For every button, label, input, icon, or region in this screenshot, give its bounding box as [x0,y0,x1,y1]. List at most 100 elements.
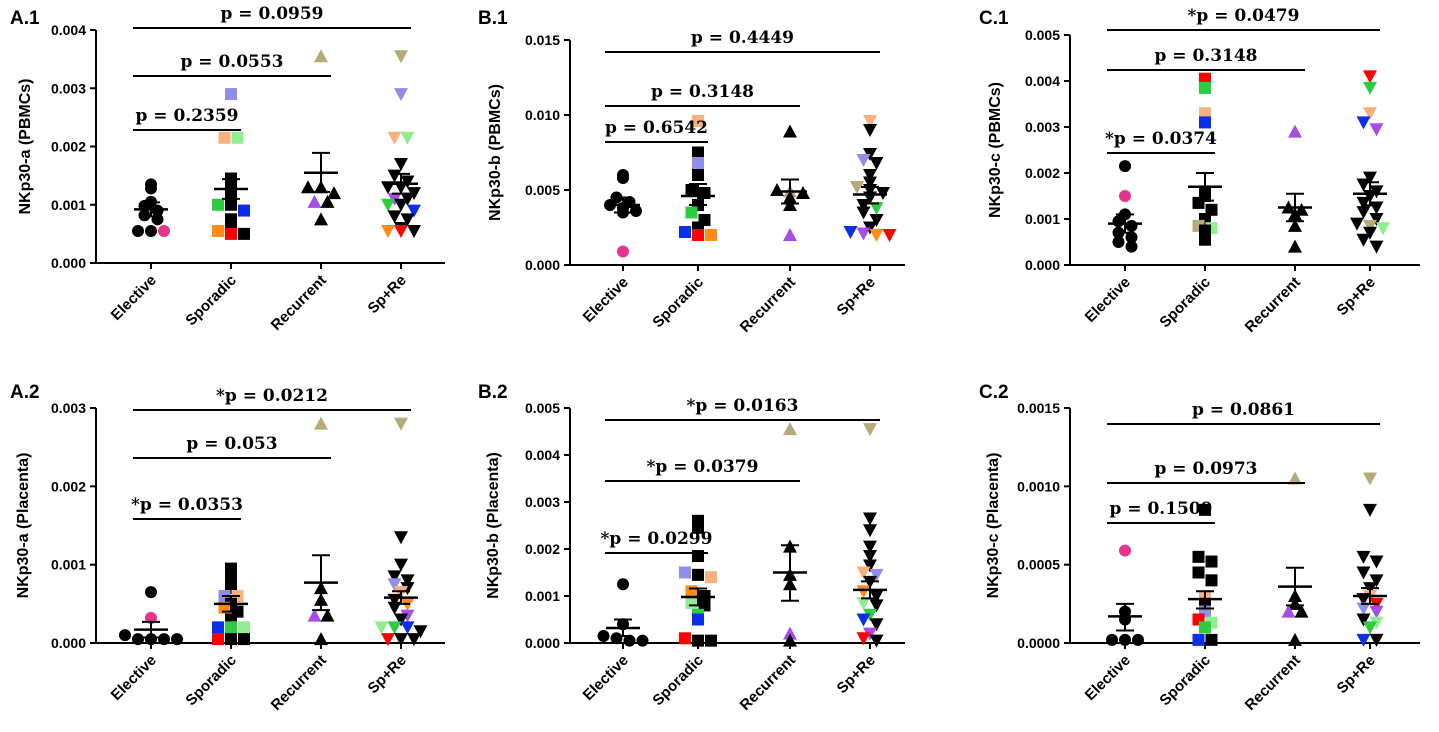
data-point [132,633,144,646]
y-tick-label: 0.002 [525,541,560,557]
data-point [394,224,408,238]
data-point [400,131,415,145]
y-tick-label: 0.001 [525,588,560,604]
data-point [679,566,691,579]
data-point [1356,550,1371,564]
data-point [225,633,237,646]
panel-title: B.2 [478,382,508,403]
data-point [1199,72,1211,85]
data-point [394,417,408,431]
x-category-label: Elective [580,274,632,326]
data-point [597,629,610,642]
data-point [617,578,629,591]
x-category-label: Elective [1082,274,1134,326]
data-point [869,618,884,632]
p-value-label: *p = 0.0163 [687,396,799,416]
y-tick-label: 0.003 [51,80,86,96]
data-point [1356,613,1371,627]
data-point [617,172,629,184]
x-category-label: Recurrent [1242,274,1304,336]
data-point [145,633,157,646]
data-point [1369,605,1384,619]
data-point [1288,632,1302,646]
y-axis-label: NKp30-b (Placenta) [485,452,502,599]
data-point [301,180,315,194]
x-category-label: Recurrent [1242,652,1304,714]
y-axis-label: NKp30-b (PBMCs) [487,84,504,221]
data-point [1199,233,1211,246]
panel-title: A.1 [10,8,40,29]
data-point [1369,185,1384,199]
y-tick-label: 0.005 [1025,27,1060,43]
data-point [636,634,649,647]
data-point [863,423,877,437]
data-point [863,524,877,538]
p-value-label: p = 0.6542 [605,118,708,138]
data-point [225,198,237,211]
x-category-label: Recurrent [268,652,330,714]
data-point [1119,544,1131,557]
data-point [1369,633,1384,647]
x-category-label: Elective [108,652,160,704]
data-point [1192,550,1205,563]
data-point [1356,178,1371,192]
data-point [381,198,395,212]
data-point [1376,222,1390,236]
p-value-label: *p = 0.0379 [647,457,759,477]
data-point [400,609,415,623]
panel-title: B.1 [478,8,508,29]
x-category-label: Sporadic [1156,274,1213,331]
y-tick-label: 0.000 [525,635,560,651]
data-point [679,632,691,645]
data-point [705,229,717,241]
data-point [783,633,797,647]
p-value-label: p = 0.0861 [1192,400,1295,420]
data-point [1363,70,1377,84]
data-point [1199,621,1211,634]
data-point [863,176,877,190]
data-point [158,633,170,646]
data-point [314,49,328,63]
y-tick-label: 0.0005 [1017,557,1060,573]
data-point [856,206,871,220]
data-point [1205,555,1218,568]
data-point [692,613,704,626]
y-axis-label: NKp30-c (Placenta) [985,453,1002,599]
panel-B-1: B.1 0.000 0.005 0.010 0.015 NKp30-b (PBMCs) El… [478,8,905,336]
data-point [212,621,224,634]
data-point [1125,240,1138,253]
y-tick-label: 0.0000 [1017,635,1060,651]
p-value-label: *p = 0.0212 [216,386,328,406]
data-point [1281,604,1296,618]
data-point [307,608,322,622]
data-point [212,633,224,646]
p-value-label: p = 0.3148 [1154,46,1257,66]
data-point [1132,633,1144,646]
data-point [856,585,871,599]
data-point [863,124,877,137]
data-point [407,224,421,238]
data-point [394,50,408,64]
data-point [869,599,884,613]
data-point [238,227,250,240]
data-point [413,625,428,639]
data-point [145,182,157,195]
data-point [705,634,717,647]
data-point [218,131,231,144]
data-point [238,633,250,646]
x-category-label: Sp+Re [833,652,878,697]
data-point [314,632,328,646]
data-point [1363,81,1377,95]
data-point [132,224,144,237]
p-value-label: p = 0.0959 [220,4,323,24]
data-point [1356,233,1371,247]
x-category-label: Sp+Re [1333,274,1378,319]
data-point [1205,574,1218,587]
data-point [171,633,183,646]
data-point [783,422,797,436]
data-point [225,227,237,240]
y-tick-label: 0.003 [51,400,86,416]
y-tick-label: 0.003 [525,494,560,510]
data-point [407,633,421,647]
